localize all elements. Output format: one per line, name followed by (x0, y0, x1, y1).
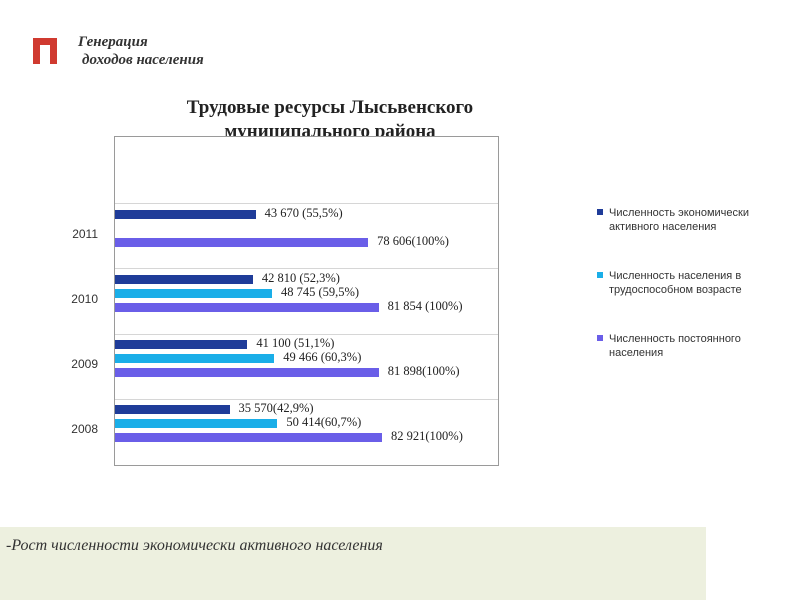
header-line-2: доходов населения (82, 52, 204, 68)
gridline (115, 334, 498, 335)
legend-label: Численность экономически активного насел… (609, 207, 749, 233)
slide-header: Генерация доходов населения (78, 33, 204, 69)
bar-2008-series-2 (115, 419, 278, 428)
bar-2009-series-2 (115, 354, 275, 363)
y-tick-label: 2010 (71, 292, 98, 306)
bar-2011-series-1 (115, 210, 256, 219)
y-tick-label: 2009 (71, 357, 98, 371)
data-label: 48 745 (59,5%) (280, 285, 360, 299)
data-label: 35 570(42,9%) (238, 401, 314, 415)
gridline (115, 268, 498, 269)
header-line-1: Генерация (78, 34, 148, 50)
bar-2010-series-1 (115, 275, 253, 284)
legend-swatch (597, 209, 603, 215)
data-label: 78 606(100%) (377, 234, 449, 248)
gridline (115, 399, 498, 400)
legend-label: Численность населения в трудоспособном в… (609, 270, 742, 296)
data-label: 49 466 (60,3%) (283, 350, 362, 364)
bar-2009-series-1 (115, 340, 248, 349)
data-label: 81 854 (100%) (387, 299, 463, 313)
bar-2010-series-3 (115, 303, 379, 312)
data-label: 42 810 (52,3%) (261, 271, 340, 285)
legend-label: Численность постоянного населения (609, 333, 741, 359)
data-label: 41 100 (51,1%) (256, 336, 335, 350)
bar-2008-series-1 (115, 405, 230, 414)
gridline (115, 203, 498, 204)
chart-title-line-1: Трудовые ресурсы Лысьвенского (186, 97, 474, 118)
bar-2011-series-3 (115, 238, 369, 247)
footer-text: -Рост численности экономически активного… (6, 537, 383, 554)
bar-2008-series-3 (115, 433, 382, 442)
data-label: 81 898(100%) (387, 364, 460, 378)
legend-swatch (597, 272, 603, 278)
data-label: 82 921(100%) (391, 429, 463, 443)
y-tick-label: 2011 (72, 227, 98, 241)
y-tick-label: 2008 (71, 422, 98, 436)
logo-icon (33, 38, 57, 64)
legend-swatch (597, 335, 603, 341)
data-label: 43 670 (55,5%) (264, 206, 343, 220)
chart-plot-area: 43 670 (55,5%) 78 606(100%) 42 810 (52,3%)… (114, 136, 499, 466)
footer-panel: -Рост численности экономически активного… (0, 527, 706, 600)
bar-2009-series-3 (115, 368, 379, 377)
data-label: 50 414(60,7%) (286, 415, 362, 429)
bar-2010-series-2 (115, 289, 272, 298)
